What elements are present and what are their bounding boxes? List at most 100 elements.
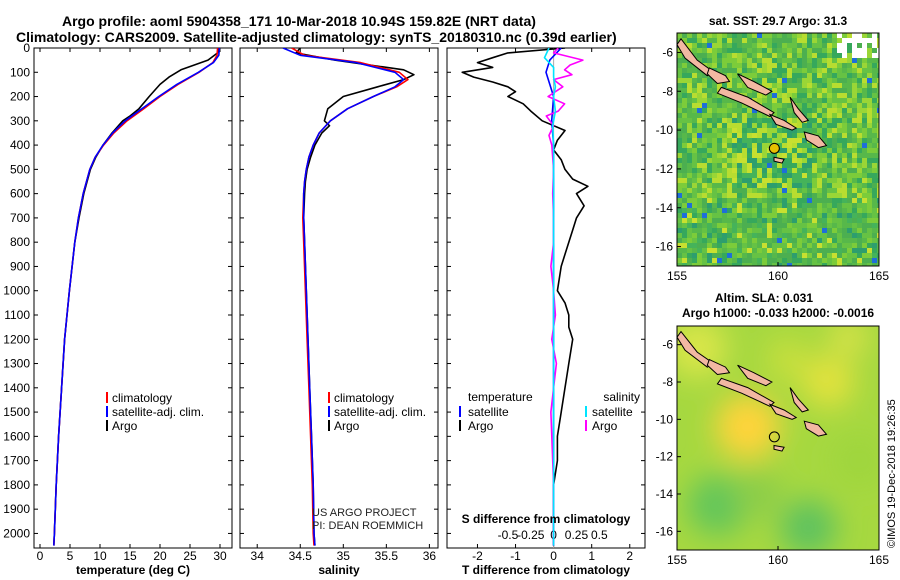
heatmap-cell xyxy=(872,108,877,113)
heatmap-cell xyxy=(717,98,722,103)
heatmap-cell xyxy=(787,93,792,98)
heatmap-cell xyxy=(742,63,747,68)
heatmap-cell xyxy=(797,83,802,88)
heatmap-cell xyxy=(702,83,707,88)
heatmap-cell xyxy=(837,113,842,118)
heatmap-cell xyxy=(772,78,777,83)
heatmap-cell xyxy=(687,228,692,233)
heatmap-cell xyxy=(702,123,707,128)
heatmap-cell xyxy=(732,118,737,123)
heatmap-cell xyxy=(812,208,817,213)
depth-tick-label: 1300 xyxy=(3,357,30,371)
heatmap-cell xyxy=(697,43,702,48)
heatmap-cell xyxy=(697,93,702,98)
heatmap-cell xyxy=(697,98,702,103)
heatmap-cell xyxy=(862,68,867,73)
heatmap-cell xyxy=(737,78,742,83)
heatmap-cell xyxy=(837,238,842,243)
heatmap-cell xyxy=(827,248,832,253)
heatmap-cell xyxy=(787,163,792,168)
heatmap-cell xyxy=(747,33,752,38)
heatmap-cell xyxy=(842,168,847,173)
heatmap-cell xyxy=(702,143,707,148)
heatmap-cell xyxy=(852,263,857,266)
heatmap-cell xyxy=(712,38,717,43)
heatmap-cell xyxy=(787,63,792,68)
heatmap-cell xyxy=(712,48,717,53)
heatmap-cell xyxy=(702,93,707,98)
heatmap-cell xyxy=(817,193,822,198)
salinity-legend: climatology satellite-adj. clim. Argo xyxy=(328,391,426,433)
heatmap-cell xyxy=(712,173,717,178)
heatmap-cell xyxy=(862,263,867,266)
x-tick-label: 2 xyxy=(626,549,633,563)
heatmap-cell xyxy=(837,63,842,68)
heatmap-cell xyxy=(742,118,747,123)
heatmap-cell xyxy=(852,113,857,118)
heatmap-cell xyxy=(782,88,787,93)
heatmap-cell xyxy=(852,153,857,158)
heatmap-cell xyxy=(712,58,717,63)
heatmap-cell xyxy=(797,118,802,123)
legend-label-climatology: climatology xyxy=(334,391,394,405)
heatmap-cell xyxy=(722,163,727,168)
heatmap-cell xyxy=(862,158,867,163)
heatmap-cell xyxy=(817,198,822,203)
heatmap-cell xyxy=(752,208,757,213)
heatmap-cell xyxy=(837,128,842,133)
climatology-salinity-line xyxy=(291,48,409,546)
heatmap-cell xyxy=(852,48,857,53)
island xyxy=(803,131,828,149)
heatmap-cell xyxy=(767,78,772,83)
island xyxy=(768,113,798,131)
heatmap-cell xyxy=(852,233,857,238)
heatmap-cell xyxy=(772,63,777,68)
heatmap-cell xyxy=(862,118,867,123)
project-annotation: US ARGO PROJECT xyxy=(312,507,417,519)
heatmap-cell xyxy=(877,183,879,188)
heatmap-cell xyxy=(702,58,707,63)
depth-tick-label: 1500 xyxy=(3,405,30,419)
heatmap-cell xyxy=(857,98,862,103)
heatmap-cell xyxy=(817,218,822,223)
heatmap-cell xyxy=(792,233,797,238)
heatmap-cell xyxy=(817,88,822,93)
heatmap-cell xyxy=(862,88,867,93)
heatmap-cell xyxy=(767,243,772,248)
heatmap-cell xyxy=(822,158,827,163)
heatmap-cell xyxy=(852,168,857,173)
heatmap-cell xyxy=(712,213,717,218)
legend-label-s-argo: Argo xyxy=(592,419,618,433)
heatmap-cell xyxy=(727,103,732,108)
heatmap-cell xyxy=(837,188,842,193)
heatmap-cell xyxy=(757,253,762,258)
heatmap-cell xyxy=(837,88,842,93)
heatmap-cell xyxy=(752,248,757,253)
heatmap-cell xyxy=(872,238,877,243)
heatmap-cell xyxy=(852,138,857,143)
heatmap-cell xyxy=(697,158,702,163)
heatmap-cell xyxy=(822,253,827,258)
heatmap-cell xyxy=(782,233,787,238)
heatmap-cell xyxy=(862,168,867,173)
heatmap-cell xyxy=(837,98,842,103)
heatmap-cell xyxy=(827,158,832,163)
heatmap-cell xyxy=(832,148,837,153)
heatmap-cell xyxy=(742,53,747,58)
heatmap-cell xyxy=(752,168,757,173)
heatmap-cell xyxy=(812,78,817,83)
heatmap-cell xyxy=(872,173,877,178)
heatmap-cell xyxy=(682,128,687,133)
heatmap-cell xyxy=(792,43,797,48)
heatmap-cell xyxy=(877,118,879,123)
heatmap-cell xyxy=(742,168,747,173)
heatmap-cell xyxy=(692,188,697,193)
heatmap-cell xyxy=(847,238,852,243)
heatmap-cell xyxy=(682,198,687,203)
heatmap-cell xyxy=(842,83,847,88)
heatmap-cell xyxy=(727,168,732,173)
heatmap-cell xyxy=(782,68,787,73)
heatmap-cell xyxy=(877,88,879,93)
heatmap-cell xyxy=(752,158,757,163)
heatmap-cell xyxy=(717,243,722,248)
